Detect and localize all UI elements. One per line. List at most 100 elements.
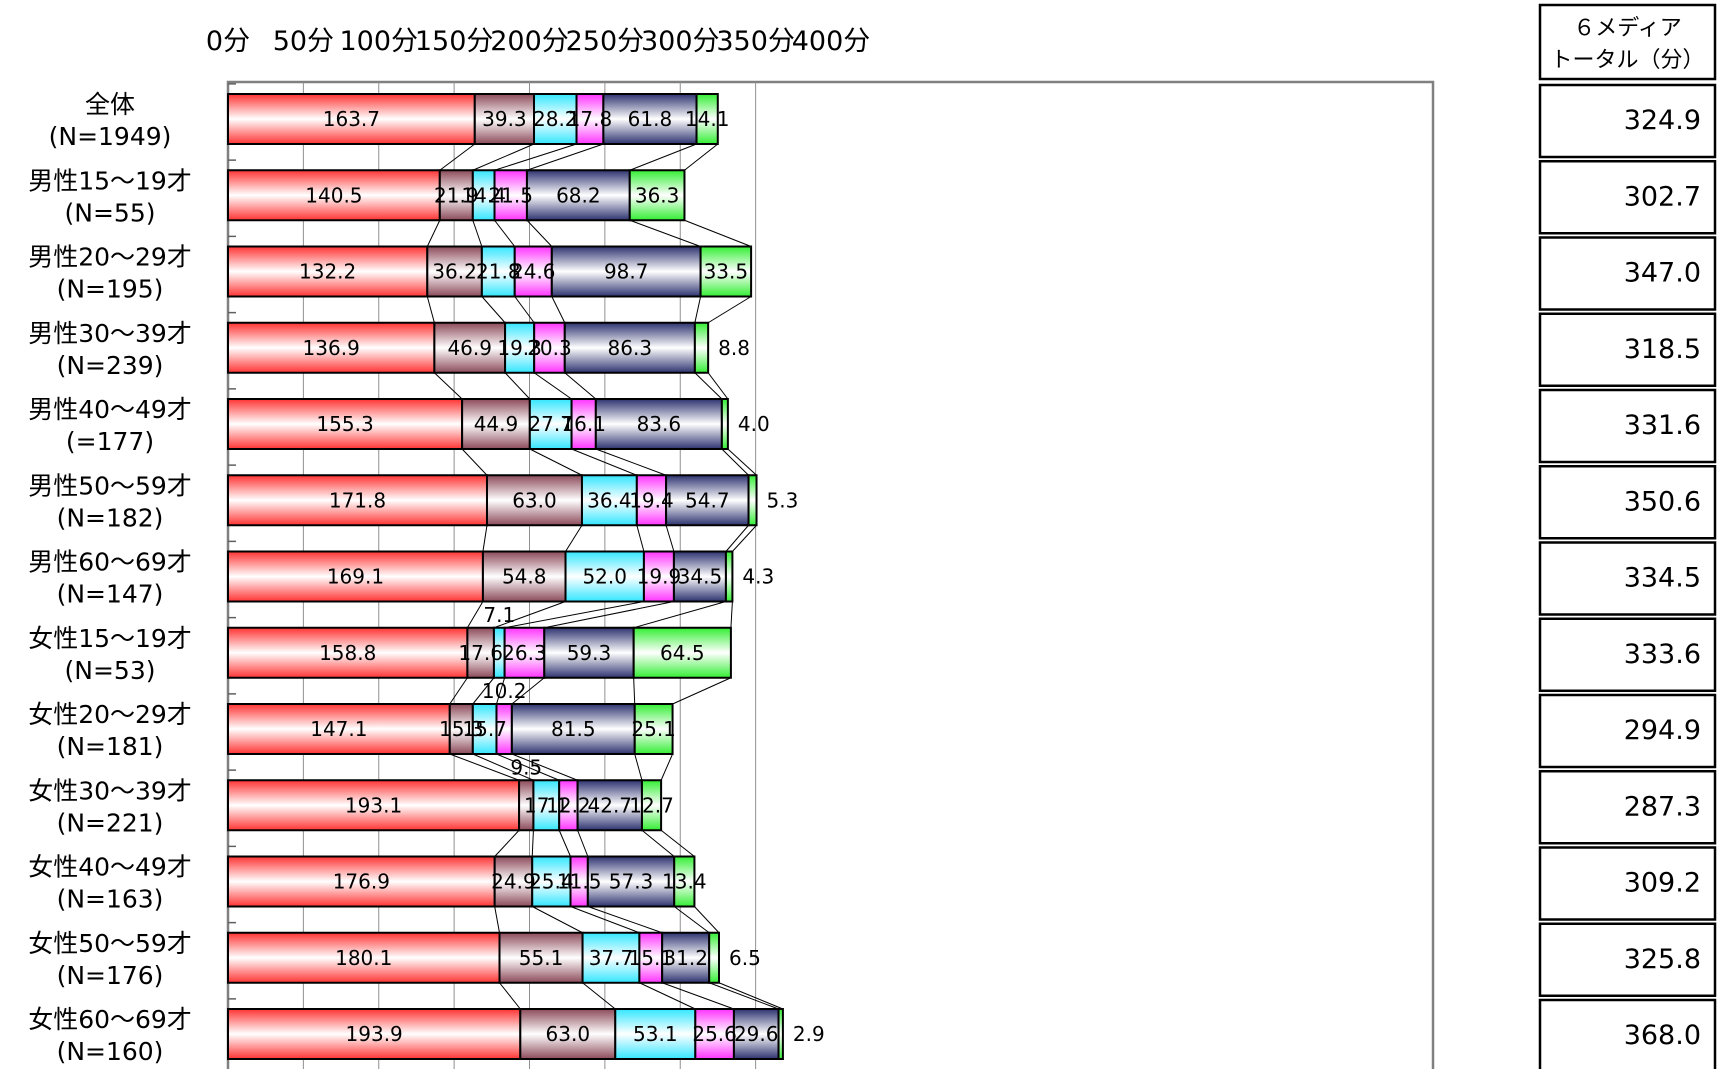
series-connector-line (494, 829, 520, 857)
bar-segment (513, 245, 553, 298)
category-label: 全体 (85, 90, 135, 119)
bar-segment (493, 169, 528, 222)
bar-segment (227, 398, 464, 450)
category-n-label: (N=53) (65, 656, 156, 685)
value-label: 140.5 (305, 183, 362, 207)
value-label: 4.3 (742, 565, 774, 589)
value-label: 7.1 (483, 603, 515, 627)
value-label: 6.5 (729, 946, 761, 970)
bar-segment (632, 626, 732, 679)
value-label: 19.9 (637, 565, 682, 589)
series-connector-line (641, 829, 675, 857)
value-label: 83.6 (637, 412, 682, 436)
bar-segment (708, 931, 720, 984)
series-connector-line (472, 753, 534, 781)
series-connector-line (565, 524, 583, 552)
series-connector-line (673, 906, 710, 934)
series-connector-line (526, 219, 553, 247)
series-connector-line (660, 753, 674, 781)
category-label: 女性40～49才 (28, 853, 192, 882)
total-value: 347.0 (1624, 258, 1701, 289)
bar-segment (602, 93, 698, 145)
bar-segment (575, 93, 605, 145)
value-label: 17.1 (524, 793, 569, 817)
bar-segment (720, 398, 729, 450)
value-label: 12.2 (546, 793, 591, 817)
total-cell (1538, 617, 1717, 692)
value-label: 98.7 (604, 260, 649, 284)
series-connector-line (504, 601, 645, 629)
series-connector-line (494, 906, 500, 933)
value-label: 36.2 (432, 260, 477, 284)
total-value: 325.8 (1624, 944, 1701, 975)
bar-segment (227, 703, 451, 755)
category-n-label: (N=195) (57, 275, 164, 304)
x-tick-label: 200分 (490, 26, 569, 57)
series-connector-line (665, 525, 675, 552)
total-cell (1538, 465, 1717, 540)
series-connector-line (426, 220, 441, 247)
value-label: 19.4 (629, 488, 674, 512)
category-label: 女性20～29才 (28, 700, 192, 729)
total-cell (1538, 846, 1717, 921)
category-label: 男性50～59才 (28, 471, 192, 500)
value-label: 86.3 (608, 336, 653, 360)
series-connector-line (426, 296, 435, 323)
total-cell (1538, 83, 1717, 159)
total-cell (1538, 998, 1717, 1069)
value-label: 46.9 (447, 336, 492, 360)
series-connector-line (472, 677, 495, 705)
value-label: 81.5 (551, 717, 596, 741)
category-n-label: (N=1949) (49, 122, 172, 151)
bar-segment (493, 855, 534, 908)
category-label: 男性40～49才 (28, 395, 192, 424)
value-label: 132.2 (299, 260, 356, 284)
series-connector-line (571, 448, 638, 476)
series-connector-line (499, 982, 521, 1010)
series-connector-line (526, 143, 604, 171)
series-connector-line (533, 372, 572, 400)
x-tick-label: 0分 (206, 26, 250, 57)
category-n-label: (N=55) (65, 198, 156, 227)
bars (227, 93, 784, 1060)
total-value: 287.3 (1624, 791, 1701, 822)
bar-segment (699, 245, 753, 298)
bar-segment (433, 321, 507, 374)
value-label: 147.1 (310, 717, 367, 741)
bar-segment (672, 550, 727, 603)
bar-segment (564, 550, 645, 603)
series-connector-line (482, 525, 488, 552)
category-n-label: (N=163) (57, 885, 164, 914)
value-label: 180.1 (335, 946, 392, 970)
series-connector-line (727, 448, 757, 476)
category-label: 女性30～39才 (28, 776, 192, 805)
value-label: 15.7 (462, 717, 507, 741)
bar-segment (550, 245, 702, 298)
series-connector-line (544, 601, 675, 629)
value-label: 11.5 (557, 870, 602, 894)
series-connector-line (531, 830, 534, 857)
series-connector-line (529, 448, 583, 476)
category-n-label: (N=181) (57, 732, 164, 761)
x-tick-label: 300分 (641, 26, 720, 57)
value-label: 17.8 (568, 107, 613, 131)
value-label: 54.7 (685, 488, 730, 512)
value-label: 61.8 (628, 107, 673, 131)
bar-segment (673, 855, 696, 908)
value-label: 14.1 (685, 107, 730, 131)
bar-segment (480, 245, 516, 298)
bar-segment (461, 398, 531, 450)
bar-segment (633, 703, 674, 755)
bar-segment (777, 1008, 784, 1060)
series-connector-line (707, 372, 729, 400)
series-connector-line (570, 906, 640, 934)
bar-segment (533, 321, 566, 374)
value-label: 4.0 (738, 412, 770, 436)
series-connector-line (707, 296, 752, 324)
value-label: 27.7 (528, 412, 573, 436)
series-connector-line (511, 753, 578, 781)
value-label: 13.4 (662, 870, 707, 894)
series-connector-line (636, 525, 645, 552)
category-label: 女性60～69才 (28, 1005, 192, 1034)
